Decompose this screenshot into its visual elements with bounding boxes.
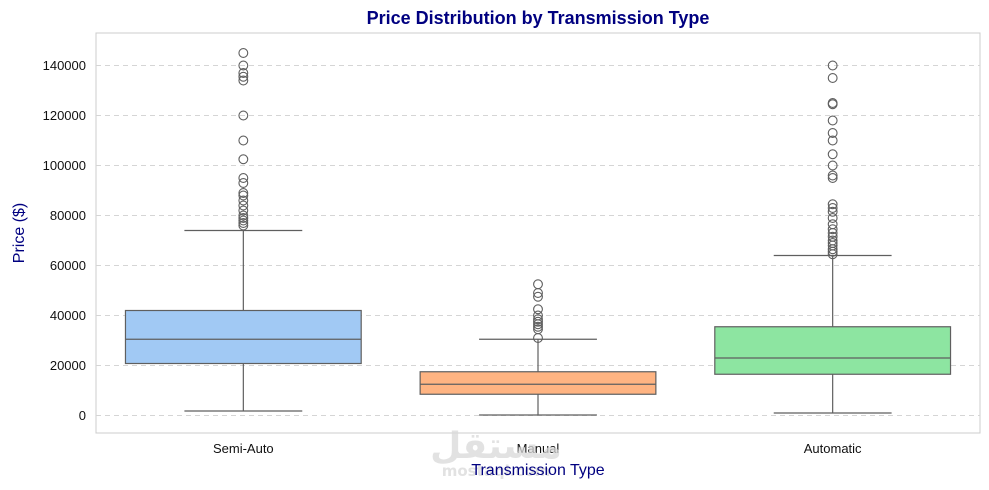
outlier-point bbox=[533, 304, 543, 315]
outlier-point bbox=[827, 219, 838, 230]
watermark-latin: mostaql.com bbox=[442, 462, 551, 480]
outlier-point bbox=[827, 149, 838, 160]
outlier-point bbox=[827, 128, 838, 138]
outlier-point bbox=[533, 310, 543, 321]
iqr-box bbox=[419, 371, 657, 395]
boxes bbox=[124, 48, 952, 416]
outlier-point bbox=[238, 154, 249, 165]
outlier-point bbox=[827, 231, 838, 242]
outlier-point bbox=[533, 314, 543, 325]
outlier-point bbox=[238, 68, 249, 78]
outlier-point bbox=[827, 73, 838, 83]
box-manual bbox=[419, 279, 657, 416]
outlier-point bbox=[238, 75, 249, 86]
box-semi-auto bbox=[124, 48, 362, 412]
outlier-point bbox=[533, 279, 543, 290]
outlier-point bbox=[238, 205, 249, 216]
x-axis-label: Transmission Type bbox=[471, 462, 604, 479]
outlier-point bbox=[533, 316, 543, 327]
outlier-point bbox=[827, 206, 838, 217]
y-tick-label: 20000 bbox=[50, 358, 86, 373]
outlier-point bbox=[238, 60, 249, 71]
outlier-point bbox=[827, 115, 838, 126]
outlier-point bbox=[238, 173, 249, 183]
outlier-point bbox=[827, 199, 838, 210]
y-tick-label: 60000 bbox=[50, 258, 86, 273]
outlier-point bbox=[827, 160, 838, 171]
y-tick-label: 140000 bbox=[43, 58, 86, 73]
y-tick-label: 120000 bbox=[43, 108, 86, 123]
y-tick-labels: 0 20000 40000 60000 80000 100000 120000 140000 bbox=[43, 58, 86, 423]
y-tick-label: 80000 bbox=[50, 208, 86, 223]
iqr-box bbox=[124, 309, 362, 365]
outlier-point bbox=[827, 238, 838, 248]
outlier-point bbox=[238, 178, 249, 188]
iqr-box bbox=[714, 326, 952, 375]
outlier-point bbox=[238, 200, 249, 211]
outlier-point bbox=[827, 224, 838, 235]
x-tick-label: Manual bbox=[517, 441, 560, 456]
x-tick-labels: Semi-Auto Manual Automatic bbox=[213, 441, 862, 456]
watermark-arabic: مستقل bbox=[430, 426, 562, 467]
outlier-point bbox=[238, 213, 249, 223]
outlier-point bbox=[827, 173, 838, 183]
outlier-point bbox=[238, 195, 249, 206]
outlier-point bbox=[238, 110, 249, 121]
box-automatic bbox=[714, 60, 952, 414]
outlier-point bbox=[533, 321, 543, 332]
chart-title: Price Distribution by Transmission Type bbox=[367, 8, 710, 28]
outlier-point bbox=[533, 291, 543, 302]
outlier-point bbox=[238, 48, 249, 58]
y-tick-label: 0 bbox=[79, 408, 86, 423]
outlier-point bbox=[827, 60, 838, 71]
outlier-point bbox=[827, 213, 838, 223]
outlier-point bbox=[827, 98, 838, 108]
outlier-point bbox=[238, 188, 249, 198]
outlier-point bbox=[238, 71, 249, 82]
y-axis-label: Price ($) bbox=[11, 203, 28, 263]
watermark: مستقل mostaql.com bbox=[430, 426, 562, 480]
outlier-point bbox=[238, 220, 249, 231]
outlier-point bbox=[533, 324, 543, 335]
outlier-point bbox=[238, 215, 249, 226]
outlier-point bbox=[827, 203, 838, 213]
outlier-point bbox=[238, 135, 249, 146]
outlier-point bbox=[827, 135, 838, 146]
outlier-point bbox=[238, 190, 249, 201]
y-tick-label: 100000 bbox=[43, 158, 86, 173]
x-tick-label: Automatic bbox=[804, 441, 862, 456]
outlier-point bbox=[238, 218, 249, 228]
outlier-point bbox=[238, 210, 249, 221]
outlier-point bbox=[827, 170, 838, 181]
x-tick-label: Semi-Auto bbox=[213, 441, 274, 456]
y-tick-label: 40000 bbox=[50, 308, 86, 323]
outlier-point bbox=[827, 235, 838, 246]
